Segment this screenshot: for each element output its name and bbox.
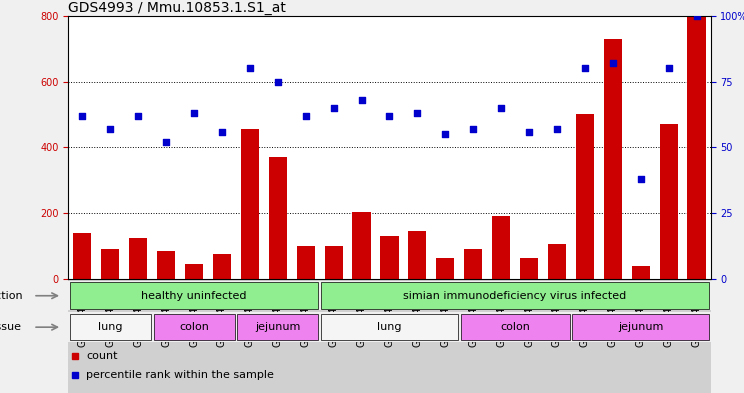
Bar xyxy=(70,283,318,309)
Bar xyxy=(153,314,234,340)
Text: healthy uninfected: healthy uninfected xyxy=(141,291,247,301)
Bar xyxy=(576,114,594,279)
Bar xyxy=(74,233,92,279)
Point xyxy=(244,65,256,72)
Bar xyxy=(101,250,119,279)
Bar xyxy=(269,157,287,279)
Point xyxy=(384,113,396,119)
Bar xyxy=(436,258,455,279)
Point xyxy=(160,139,172,145)
Text: infection: infection xyxy=(0,291,22,301)
Bar xyxy=(213,254,231,279)
Bar xyxy=(603,39,622,279)
Point xyxy=(607,60,619,66)
Bar xyxy=(157,251,176,279)
Point xyxy=(523,129,535,135)
Bar xyxy=(129,238,147,279)
Bar xyxy=(70,314,151,340)
Bar xyxy=(380,236,399,279)
Point xyxy=(300,113,312,119)
Bar xyxy=(461,314,570,340)
Bar xyxy=(241,129,259,279)
Point xyxy=(104,126,116,132)
Bar xyxy=(687,16,705,279)
Point xyxy=(77,113,89,119)
Bar xyxy=(185,264,203,279)
Bar xyxy=(297,246,315,279)
Bar xyxy=(492,217,510,279)
Point xyxy=(635,176,647,182)
Text: percentile rank within the sample: percentile rank within the sample xyxy=(86,370,275,380)
Bar xyxy=(660,124,678,279)
Bar xyxy=(464,250,482,279)
Bar xyxy=(68,279,711,393)
Text: lung: lung xyxy=(377,322,402,332)
Point xyxy=(411,110,423,116)
Bar xyxy=(321,314,458,340)
Text: jejunum: jejunum xyxy=(618,322,664,332)
Point xyxy=(216,129,228,135)
Text: GDS4993 / Mmu.10853.1.S1_at: GDS4993 / Mmu.10853.1.S1_at xyxy=(68,1,286,15)
Bar xyxy=(548,244,566,279)
Bar xyxy=(408,231,426,279)
Point xyxy=(327,105,339,111)
Bar xyxy=(572,314,709,340)
Text: jejunum: jejunum xyxy=(255,322,301,332)
Bar xyxy=(237,314,318,340)
Text: tissue: tissue xyxy=(0,322,22,332)
Point xyxy=(579,65,591,72)
Point xyxy=(356,97,368,103)
Point xyxy=(188,110,200,116)
Bar xyxy=(632,266,650,279)
Text: count: count xyxy=(86,351,118,361)
Bar xyxy=(324,246,343,279)
Point xyxy=(663,65,675,72)
Point xyxy=(467,126,479,132)
Point xyxy=(272,79,283,85)
Text: simian immunodeficiency virus infected: simian immunodeficiency virus infected xyxy=(403,291,626,301)
Text: colon: colon xyxy=(179,322,209,332)
Point xyxy=(440,131,452,138)
Point xyxy=(551,126,563,132)
Bar xyxy=(520,258,538,279)
Bar xyxy=(353,211,371,279)
Bar xyxy=(321,283,709,309)
Point xyxy=(496,105,507,111)
Text: colon: colon xyxy=(500,322,530,332)
Point xyxy=(690,13,702,19)
Point xyxy=(132,113,144,119)
Text: lung: lung xyxy=(98,322,123,332)
